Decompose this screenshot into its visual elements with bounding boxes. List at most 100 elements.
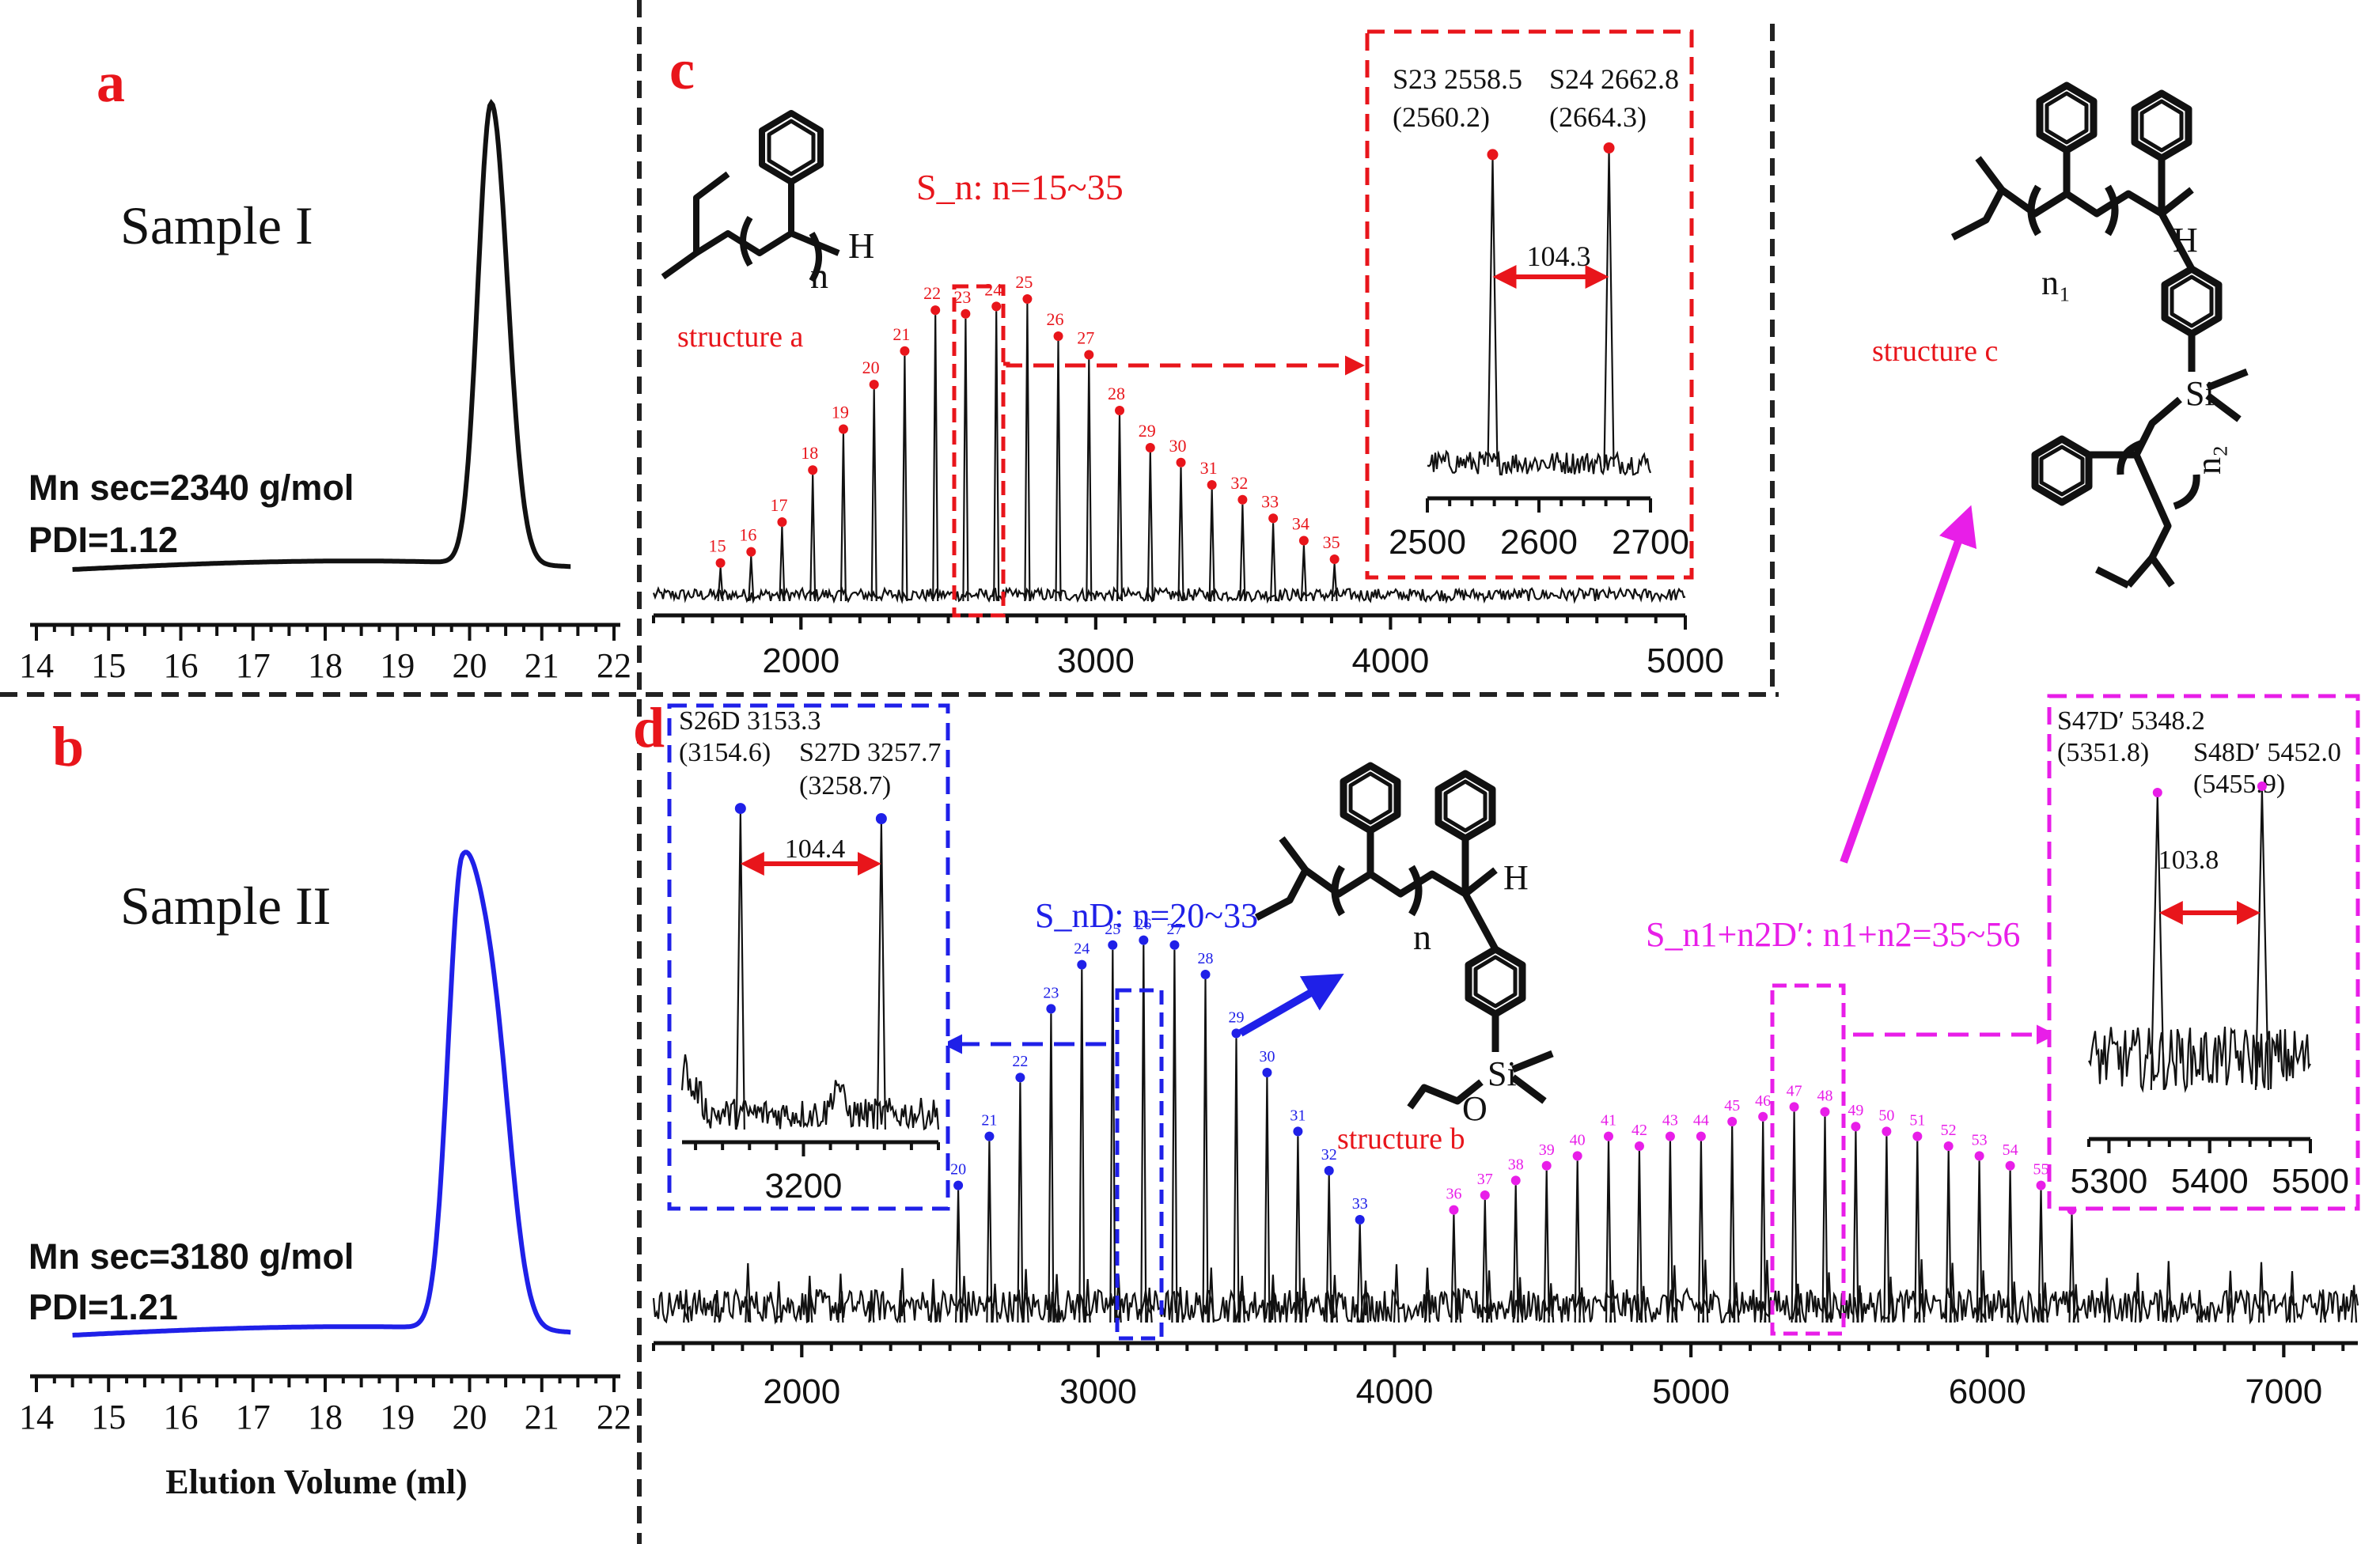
structure-c-label: structure c — [1872, 335, 1998, 368]
peak-marker — [991, 301, 1002, 312]
peak-marker — [1727, 1117, 1738, 1126]
peak-marker — [1355, 1215, 1365, 1224]
panel-a: a Sample I Mn sec=2340 g/mol PDI=1.12 14… — [19, 51, 631, 685]
peak-marker — [2005, 1160, 2015, 1171]
peak-marker — [900, 346, 910, 356]
inset-peak-marker — [734, 803, 746, 815]
axis-tick-label: 16 — [164, 1398, 199, 1436]
axis-tick-label: 2700 — [1612, 523, 1689, 562]
peak-marker — [1851, 1122, 1861, 1132]
axis-tick-label: 19 — [380, 1398, 415, 1436]
axis-tick-label: 18 — [308, 646, 343, 685]
panel-c-x-axis: 2000 3000 4000 5000 — [652, 613, 1724, 680]
peak-marker — [1298, 535, 1309, 546]
peak-marker — [1084, 350, 1094, 360]
panel-d-magenta-inset-marks — [2152, 781, 2267, 925]
peak-marker — [1480, 1190, 1490, 1200]
panel-c-inset-frame — [1365, 29, 1694, 580]
peak-marker — [777, 517, 787, 527]
peak-marker — [1046, 1004, 1056, 1014]
panel-d-blue-inset-frame — [667, 703, 950, 1211]
peak-marker — [930, 305, 941, 316]
peak-marker — [1115, 406, 1125, 415]
axis-tick-label: 3000 — [1057, 641, 1135, 680]
peak-label: 51 — [1909, 1112, 1925, 1130]
inset-c-peak1-label: S23 2558.5 — [1393, 63, 1522, 95]
peak-label: 23 — [1043, 984, 1059, 1001]
peak-marker — [984, 1131, 995, 1141]
peak-marker — [1231, 1028, 1241, 1039]
peak-label: 16 — [739, 525, 756, 545]
peak-marker — [1572, 1151, 1582, 1161]
axis-tick-label: 4000 — [1356, 1372, 1434, 1411]
axis-tick-label: 7000 — [2245, 1372, 2322, 1411]
peak-label: 27 — [1166, 921, 1182, 938]
panel-d-series-label: S_nD: n=20~33 — [1035, 896, 1258, 935]
axis-tick-label: 5000 — [1647, 641, 1724, 680]
peak-label: 32 — [1321, 1146, 1337, 1164]
inset-c-peak2-calc: (2664.3) — [1549, 101, 1647, 133]
structure-b-si: Si — [1488, 1054, 1517, 1093]
peak-label: 24 — [984, 279, 1002, 299]
panel-b-mn: Mn sec=3180 g/mol — [28, 1236, 354, 1277]
panel-b-x-axis-label: Elution Volume (ml) — [165, 1463, 467, 1501]
axis-tick-label: 4000 — [1351, 641, 1429, 680]
inset-d-magenta-peak2-calc: (5455.9) — [2193, 770, 2285, 799]
peak-label: 20 — [950, 1161, 966, 1179]
panel-d-x-axis: 2000 3000 4000 5000 6000 7000 — [652, 1341, 2358, 1411]
inset-d-magenta-diff: 103.8 — [2158, 846, 2219, 875]
structure-c-n2: n₂ — [2189, 445, 2228, 475]
peak-marker — [808, 465, 818, 475]
structure-c-drawing — [1950, 81, 2249, 589]
panel-d-spectrum — [652, 944, 2359, 1326]
peak-label: 38 — [1508, 1156, 1524, 1173]
axis-tick-label: 2000 — [762, 641, 839, 680]
peak-label: 21 — [981, 1112, 997, 1130]
panel-c-inset-axis: 2500 2600 2700 — [1389, 496, 1689, 562]
peak-label: 25 — [1105, 921, 1120, 938]
inset-c-peak2-label: S24 2662.8 — [1549, 63, 1679, 95]
peak-label: 25 — [1015, 272, 1033, 292]
axis-tick-label: 5300 — [2071, 1162, 2148, 1201]
axis-tick-label: 21 — [525, 1398, 559, 1436]
structure-b-o: O — [1462, 1089, 1488, 1128]
axis-tick-label: 6000 — [1949, 1372, 2026, 1411]
inset-c-peak1-calc: (2560.2) — [1393, 101, 1490, 133]
inset-peak-marker — [1603, 142, 1615, 153]
peak-label: 45 — [1724, 1097, 1740, 1114]
peak-label: 22 — [1012, 1053, 1028, 1070]
structure-b-label: structure b — [1337, 1122, 1465, 1156]
peak-label: 47 — [1787, 1082, 1802, 1099]
axis-tick-label: 17 — [236, 646, 271, 685]
peak-label: 34 — [1292, 514, 1309, 534]
peak-marker — [1176, 457, 1186, 467]
peak-label: 37 — [1477, 1171, 1493, 1188]
peak-label: 48 — [1817, 1088, 1832, 1105]
peak-marker — [1053, 331, 1063, 341]
peak-label: 26 — [1135, 916, 1151, 933]
inset-d-magenta-peak2-label: S48D′ 5452.0 — [2193, 738, 2341, 767]
panel-a-x-axis: 14 15 16 17 18 19 20 21 22 — [19, 623, 631, 685]
structure-c-n1: n₁ — [2041, 263, 2071, 302]
peak-label: 36 — [1446, 1186, 1461, 1203]
panel-d-magenta-inset-frame — [2047, 694, 2360, 1211]
peak-label: 53 — [1972, 1131, 1988, 1149]
panel-d-blue-zoom-box — [1115, 988, 1164, 1341]
peak-marker — [1108, 940, 1118, 950]
structure-b-drawing — [1254, 762, 1554, 1110]
peak-label: 43 — [1662, 1112, 1678, 1130]
peak-label: 19 — [832, 403, 849, 422]
axis-tick-label: 14 — [19, 646, 54, 685]
peak-marker — [1169, 940, 1180, 950]
panel-d-peak-labels: 20 21 22 23 24 25 26 27 28 29 30 31 32 33 36 37 38 39 40 41… — [950, 916, 2080, 1224]
peak-label: 27 — [1077, 328, 1094, 348]
inset-peak-marker — [2257, 781, 2267, 791]
axis-tick-label: 18 — [308, 1398, 343, 1436]
panel-c-inset-marks — [1487, 142, 1615, 289]
peak-label: 55 — [2033, 1161, 2049, 1179]
peak-marker — [1603, 1131, 1613, 1141]
axis-tick-label: 19 — [380, 646, 415, 685]
axis-tick-label: 14 — [19, 1398, 54, 1436]
structure-a-label: structure a — [677, 320, 803, 354]
axis-tick-label: 15 — [91, 646, 126, 685]
